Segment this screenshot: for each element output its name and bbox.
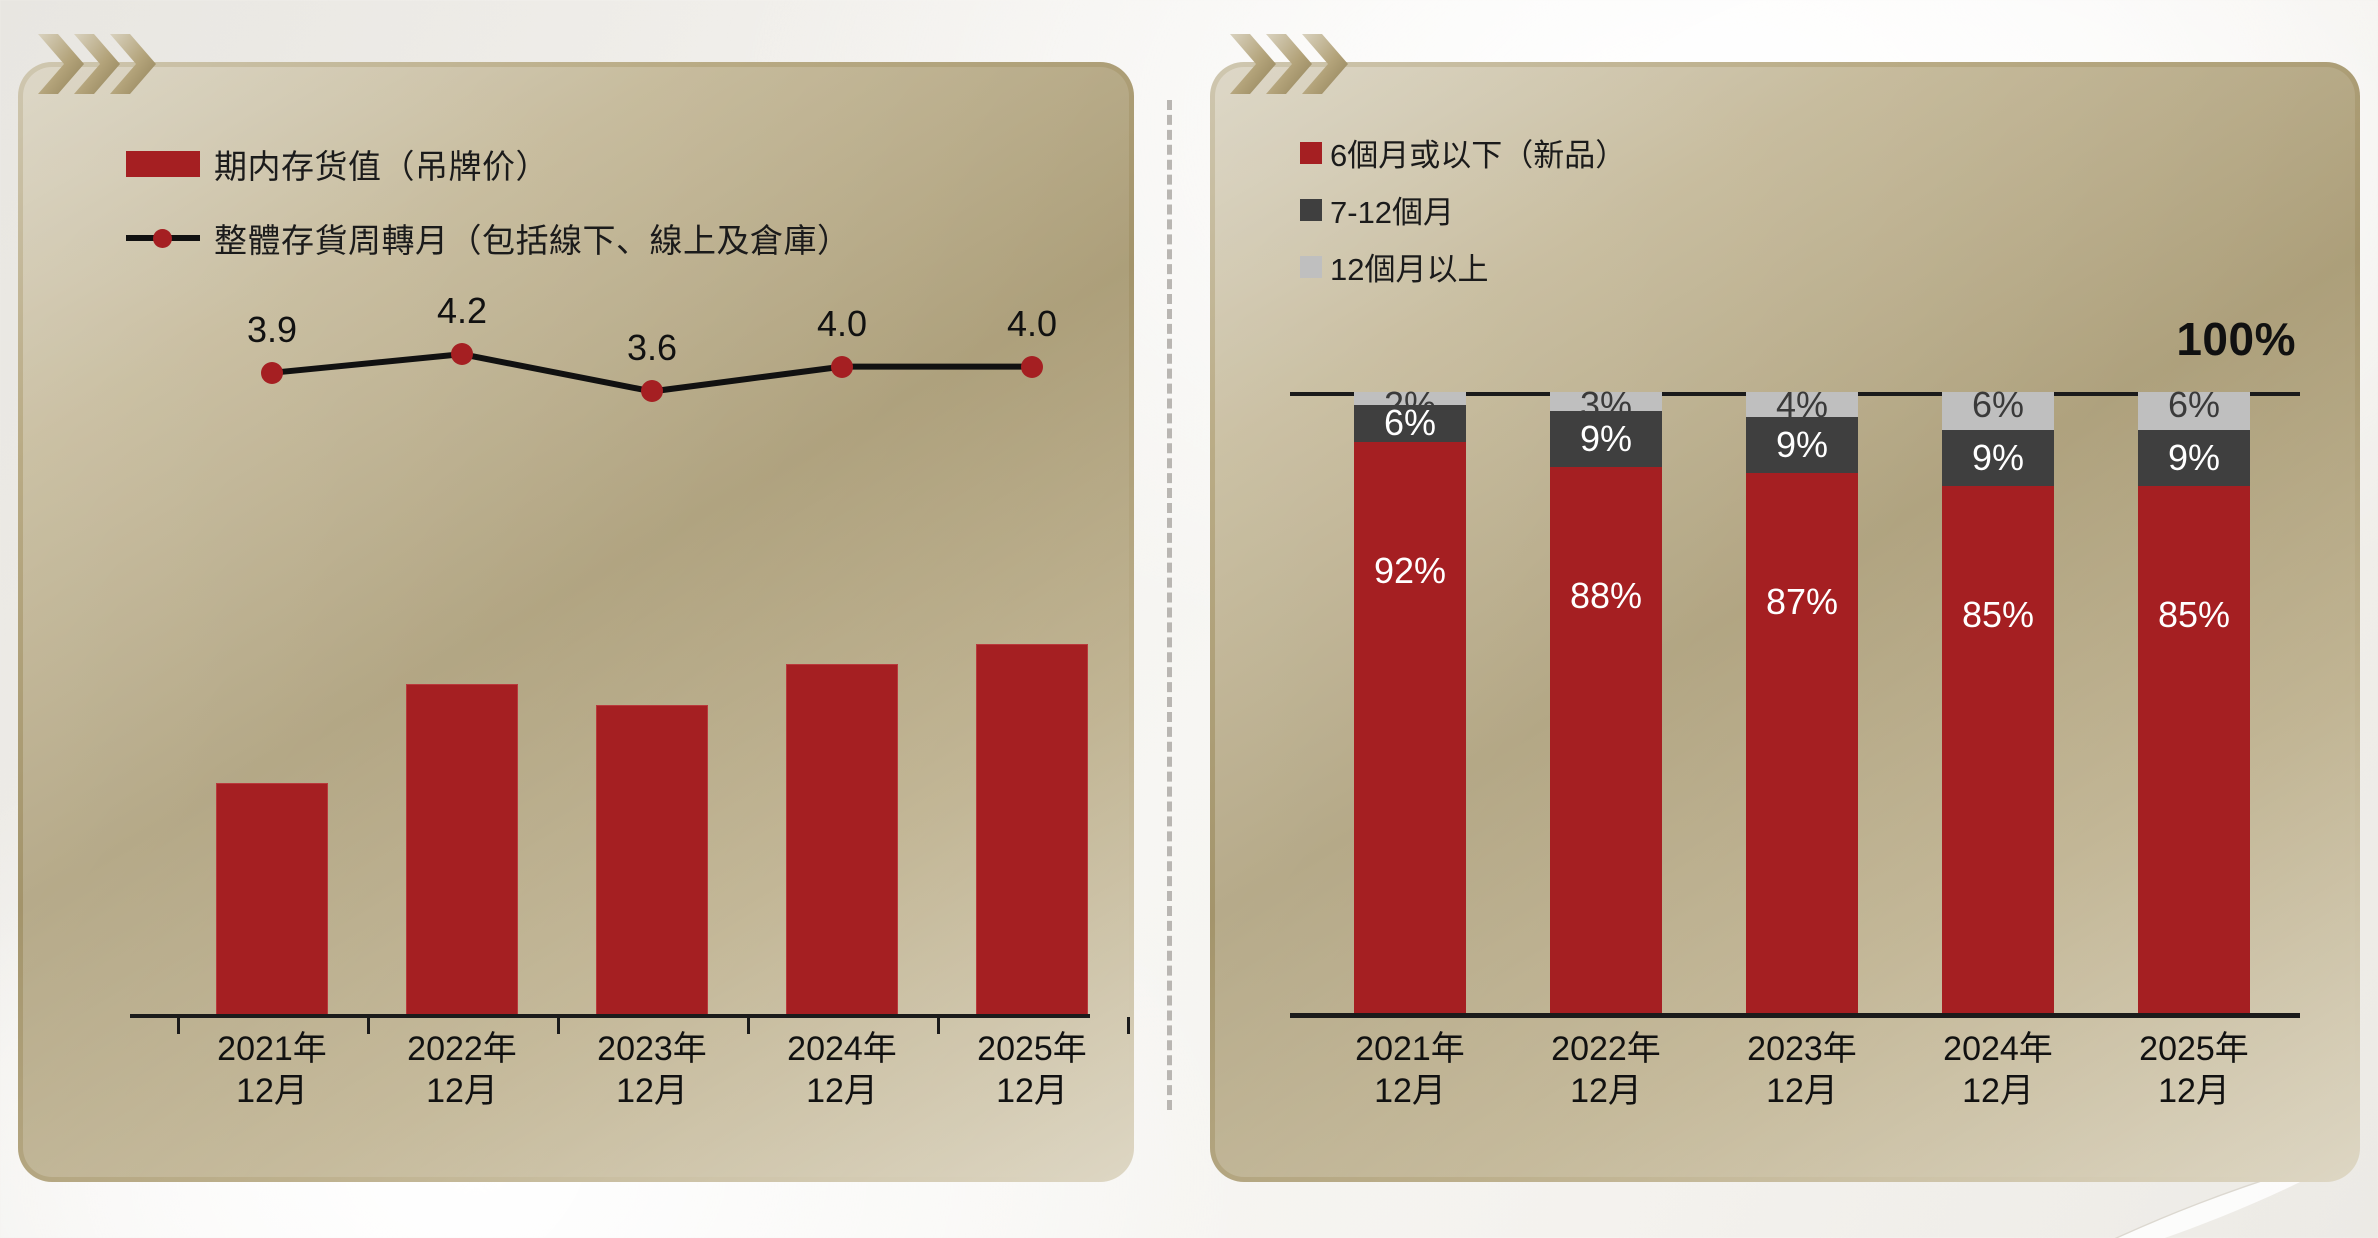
x-tick: [747, 1017, 750, 1034]
x-axis-label: 2024年 12月: [1943, 1030, 2053, 1110]
bar-4: [786, 664, 898, 1018]
legend-item-label: 6個月或以下（新品）: [1330, 138, 1627, 173]
segment-value-label: 85%: [2157, 593, 2231, 635]
segment-value-label: 6%: [1971, 384, 2025, 425]
line-data-point: [451, 343, 473, 366]
segment-6-months-or-less: 85%: [1942, 485, 2054, 1018]
inventory-aging-mix-chart: 100% 2%6%92%2021年12月3%9%88%2022年12月4%9%8…: [1290, 300, 2300, 1110]
stacked-bar-3: 4% 9% 87%: [1746, 384, 1858, 1018]
bar-1: [216, 783, 328, 1018]
right-x-axis-line: [1290, 1013, 2300, 1018]
segment-6-months-or-less: 88%: [1550, 467, 1662, 1018]
segment-value-label: 88%: [1569, 575, 1643, 617]
segment-value-label: 9%: [1579, 417, 1633, 459]
legend-item-label: 7-12個月: [1330, 195, 1455, 230]
legend-item-turnover-months: 整體存貨周轉月（包括線下、線上及倉庫）: [126, 214, 851, 262]
chevrons-right-icon: [1226, 28, 1356, 100]
right-chart-legend: 6個月或以下（新品） 7-12個月 12個月以上: [1300, 130, 1626, 301]
total-percent-label: 100%: [2176, 313, 2296, 365]
left-plot-area: 2021年 12月 2022年 12月 2023年 12月 2024年 12月 2025年 12月…: [130, 290, 1130, 1110]
line-data-label: 4.0: [1006, 302, 1058, 344]
x-axis-label: 2021年 12月: [1355, 1030, 1465, 1110]
dark-square-swatch-icon: [1300, 198, 1322, 221]
segment-value-label: 9%: [1971, 436, 2025, 478]
segment-over-12-months: 6%: [1942, 384, 2054, 430]
line-data-point: [1021, 355, 1043, 378]
segment-value-label: 87%: [1765, 581, 1839, 623]
segment-6-months-or-less: 85%: [2138, 485, 2250, 1018]
x-axis-label: 2023年 12月: [597, 1030, 707, 1110]
x-axis-label: 2022年 12月: [407, 1030, 517, 1110]
x-tick: [367, 1017, 370, 1034]
segment-7-to-12-months: 6%: [1354, 402, 1466, 444]
legend-item-label: 期内存货值（吊牌价）: [214, 148, 549, 185]
red-line-dot-swatch-icon: [126, 225, 200, 251]
legend-item-7-to-12-months: 7-12個月: [1300, 187, 1626, 232]
segment-7-to-12-months: 9%: [1942, 429, 2054, 486]
x-tick: [557, 1017, 560, 1034]
left-chart-legend: 期内存货值（吊牌价） 整體存貨周轉月（包括線下、線上及倉庫）: [126, 140, 851, 288]
legend-item-6-months-or-less: 6個月或以下（新品）: [1300, 130, 1626, 175]
red-bar-swatch-icon: [126, 151, 200, 177]
left-chart-card: [18, 62, 1134, 1182]
stacked-bar-5: 6% 9% 85%: [2138, 384, 2250, 1018]
line-data-point: [261, 361, 283, 384]
legend-item-inventory-value: 期内存货值（吊牌价）: [126, 140, 851, 188]
line-data-label: 3.6: [626, 327, 678, 369]
x-axis-label: 2023年 12月: [1747, 1030, 1857, 1110]
segment-value-label: 6%: [1383, 402, 1437, 444]
red-square-swatch-icon: [1300, 141, 1322, 164]
segment-value-label: 92%: [1373, 550, 1447, 592]
segment-value-label: 9%: [1775, 424, 1829, 466]
line-data-label: 3.9: [246, 308, 298, 350]
right-plot-area: 2%6%92%2021年12月3%9%88%2022年12月4%9%87%202…: [1290, 300, 2300, 1110]
segment-7-to-12-months: 9%: [1746, 417, 1858, 474]
x-axis-label: 2025年 12月: [2139, 1030, 2249, 1110]
legend-item-label: 整體存貨周轉月（包括線下、線上及倉庫）: [214, 222, 851, 259]
chevrons-right-icon: [34, 28, 164, 100]
line-data-label: 4.2: [436, 290, 488, 332]
light-square-swatch-icon: [1300, 255, 1322, 278]
bar-2: [406, 684, 518, 1018]
segment-6-months-or-less: 87%: [1746, 473, 1858, 1018]
line-data-point: [831, 355, 853, 378]
line-data-label: 4.0: [816, 302, 868, 344]
x-tick: [937, 1017, 940, 1034]
segment-over-12-months: 3%: [1550, 384, 1662, 425]
bar-3: [596, 705, 708, 1018]
panel-divider: [1167, 100, 1172, 1110]
segment-over-12-months: 6%: [2138, 384, 2250, 430]
segment-6-months-or-less: 92%: [1354, 442, 1466, 1018]
segment-value-label: 85%: [1961, 593, 2035, 635]
x-axis-label: 2021年 12月: [217, 1030, 327, 1110]
stacked-bar-2: 3% 9% 88%: [1550, 384, 1662, 1018]
legend-item-label: 12個月以上: [1330, 252, 1489, 287]
legend-item-over-12-months: 12個月以上: [1300, 244, 1626, 289]
inventory-value-and-turnover-chart: 2021年 12月 2022年 12月 2023年 12月 2024年 12月 2025年 12月…: [130, 290, 1130, 1110]
stacked-bar-4: 6% 9% 85%: [1942, 384, 2054, 1018]
line-data-point: [641, 380, 663, 403]
x-tick: [177, 1017, 180, 1034]
x-axis-label: 2025年 12月: [977, 1030, 1087, 1110]
segment-over-12-months: 4%: [1746, 384, 1858, 425]
segment-7-to-12-months: 9%: [2138, 429, 2250, 486]
left-x-axis-line: [130, 1014, 1090, 1018]
bar-5: [976, 643, 1088, 1018]
segment-value-label: 9%: [2167, 436, 2221, 478]
segment-value-label: 6%: [2167, 384, 2221, 425]
x-axis-label: 2022年 12月: [1551, 1030, 1661, 1110]
x-axis-label: 2024年 12月: [787, 1030, 897, 1110]
segment-7-to-12-months: 9%: [1550, 410, 1662, 468]
stacked-bar-1: 2%6%92%: [1354, 384, 1466, 1018]
x-tick: [1127, 1017, 1130, 1034]
